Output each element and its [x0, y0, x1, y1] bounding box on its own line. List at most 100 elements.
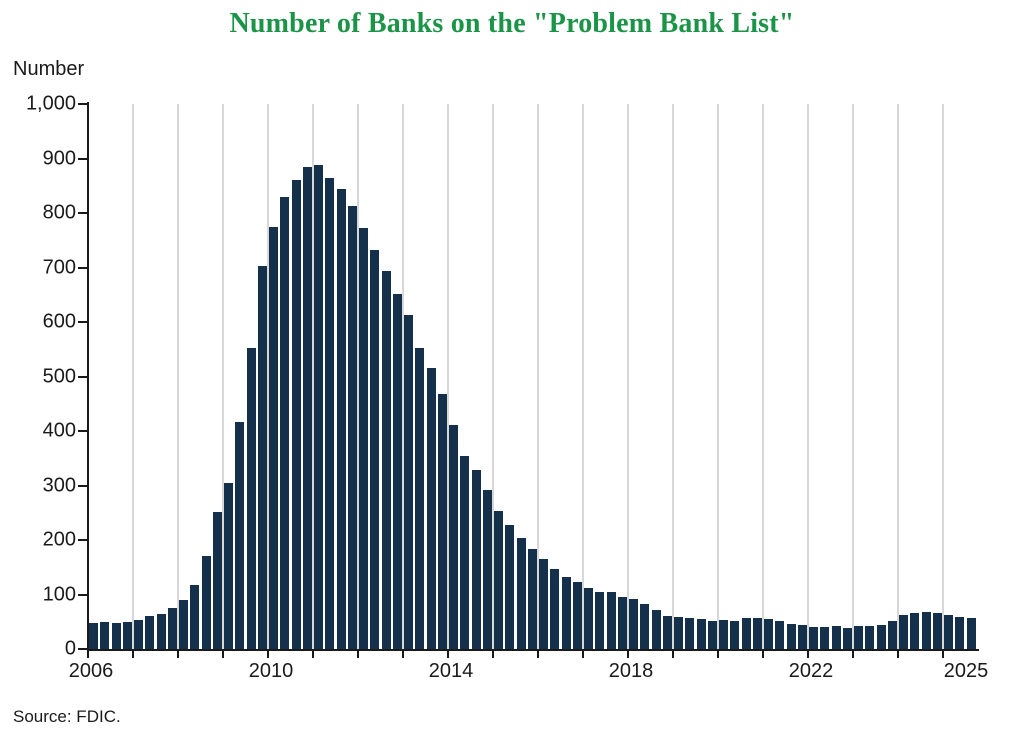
bar-2007Q2	[145, 615, 155, 649]
gridline-2022	[807, 104, 809, 649]
bar-2022Q3	[831, 626, 841, 649]
bar-2016Q3	[561, 577, 571, 649]
bar-2020Q2	[730, 620, 740, 649]
bar-2016Q4	[572, 581, 582, 649]
bar-2006Q4	[122, 621, 132, 649]
bar-2025Q1	[944, 614, 954, 649]
bar-2012Q2	[370, 250, 380, 649]
bar-2022Q2	[820, 627, 830, 649]
gridline-2016	[537, 104, 539, 649]
bar-2018Q3	[651, 610, 661, 649]
bar-2013Q3	[426, 368, 436, 649]
y-tick-label-600: 600	[42, 310, 76, 333]
x-tick-2009	[222, 650, 224, 658]
bar-2017Q1	[584, 587, 594, 649]
bar-2024Q3	[921, 611, 931, 649]
bar-2009Q2	[235, 422, 245, 649]
y-tick-700	[78, 266, 87, 269]
bar-2020Q4	[752, 618, 762, 649]
bar-2016Q1	[539, 559, 549, 649]
y-tick-label-0: 0	[64, 637, 76, 660]
bar-2017Q4	[617, 597, 627, 649]
bar-2024Q1	[899, 614, 909, 649]
x-tick-label-2006: 2006	[68, 660, 114, 682]
gridline-2024	[897, 104, 899, 649]
bar-2021Q3	[786, 623, 796, 649]
bar-2025Q2	[955, 616, 965, 649]
x-tick-2018	[627, 650, 629, 658]
y-tick-900	[78, 157, 87, 160]
x-tick-2024	[897, 650, 899, 658]
bar-2022Q1	[809, 627, 819, 649]
x-tick-2020	[717, 650, 719, 658]
y-tick-label-500: 500	[42, 365, 76, 387]
gridline-2023	[852, 104, 854, 649]
bar-2023Q4	[887, 620, 897, 649]
x-tick-2008	[177, 650, 179, 658]
x-tick-2010	[267, 650, 269, 658]
bar-2006Q1	[89, 622, 99, 649]
gridline-2009	[222, 104, 224, 649]
y-tick-label-100: 100	[42, 583, 76, 605]
gridline-2008	[177, 104, 179, 649]
bar-2018Q1	[629, 598, 639, 649]
bar-2015Q1	[494, 511, 504, 649]
x-tick-2023	[852, 650, 854, 658]
bar-2019Q4	[707, 621, 717, 649]
x-axis-line	[86, 649, 979, 651]
bar-2020Q1	[719, 619, 729, 649]
y-tick-200	[78, 539, 87, 541]
bar-2009Q4	[257, 266, 267, 649]
y-axis-line	[86, 102, 89, 651]
bar-2010Q2	[280, 197, 290, 649]
gridline-2010	[267, 104, 269, 649]
bar-2021Q1	[764, 619, 774, 649]
x-tick-label-2025: 2025	[943, 660, 989, 682]
bar-2013Q1	[404, 315, 414, 649]
bar-2009Q1	[224, 482, 234, 649]
bar-2013Q2	[415, 347, 425, 649]
bar-2007Q4	[167, 607, 177, 649]
bar-2024Q4	[932, 613, 942, 649]
bar-2017Q2	[595, 591, 605, 649]
bar-2012Q1	[359, 228, 369, 649]
gridline-2025	[942, 104, 944, 649]
bar-2007Q3	[156, 613, 166, 649]
x-tick-2022	[807, 650, 809, 658]
x-tick-2013	[402, 650, 404, 658]
bar-2019Q1	[674, 616, 684, 649]
y-tick-label-200: 200	[42, 528, 76, 551]
bar-2023Q3	[876, 625, 886, 649]
bar-2011Q4	[347, 205, 357, 649]
y-axis-title: Number	[13, 58, 85, 80]
x-tick-label-2010: 2010	[248, 660, 294, 682]
bar-2023Q2	[865, 625, 875, 649]
x-tick-2015	[492, 650, 494, 658]
bar-2010Q1	[269, 226, 279, 649]
bar-2014Q4	[482, 490, 492, 649]
y-tick-1000	[78, 103, 87, 105]
y-tick-label-800: 800	[42, 201, 76, 224]
x-tick-2019	[672, 650, 674, 658]
x-tick-2016	[537, 650, 539, 658]
bar-2012Q3	[381, 270, 391, 649]
bar-2016Q2	[550, 568, 560, 649]
gridline-2015	[492, 104, 494, 649]
y-tick-600	[78, 321, 87, 323]
y-tick-400	[78, 430, 87, 432]
gridline-2011	[312, 104, 314, 649]
chart-title: Number of Banks on the "Problem Bank Lis…	[229, 8, 795, 39]
bar-2007Q1	[134, 620, 144, 649]
gridline-2017	[582, 104, 584, 649]
bar-2022Q4	[842, 627, 852, 649]
bar-2015Q2	[505, 524, 515, 649]
bar-2017Q3	[606, 592, 616, 649]
y-tick-800	[78, 212, 87, 214]
bar-2006Q2	[100, 621, 110, 649]
bar-2010Q4	[302, 167, 312, 649]
bar-2014Q3	[471, 469, 481, 649]
y-tick-100	[78, 593, 87, 596]
bar-2006Q3	[111, 623, 121, 649]
source-note: Source: FDIC.	[13, 707, 121, 726]
